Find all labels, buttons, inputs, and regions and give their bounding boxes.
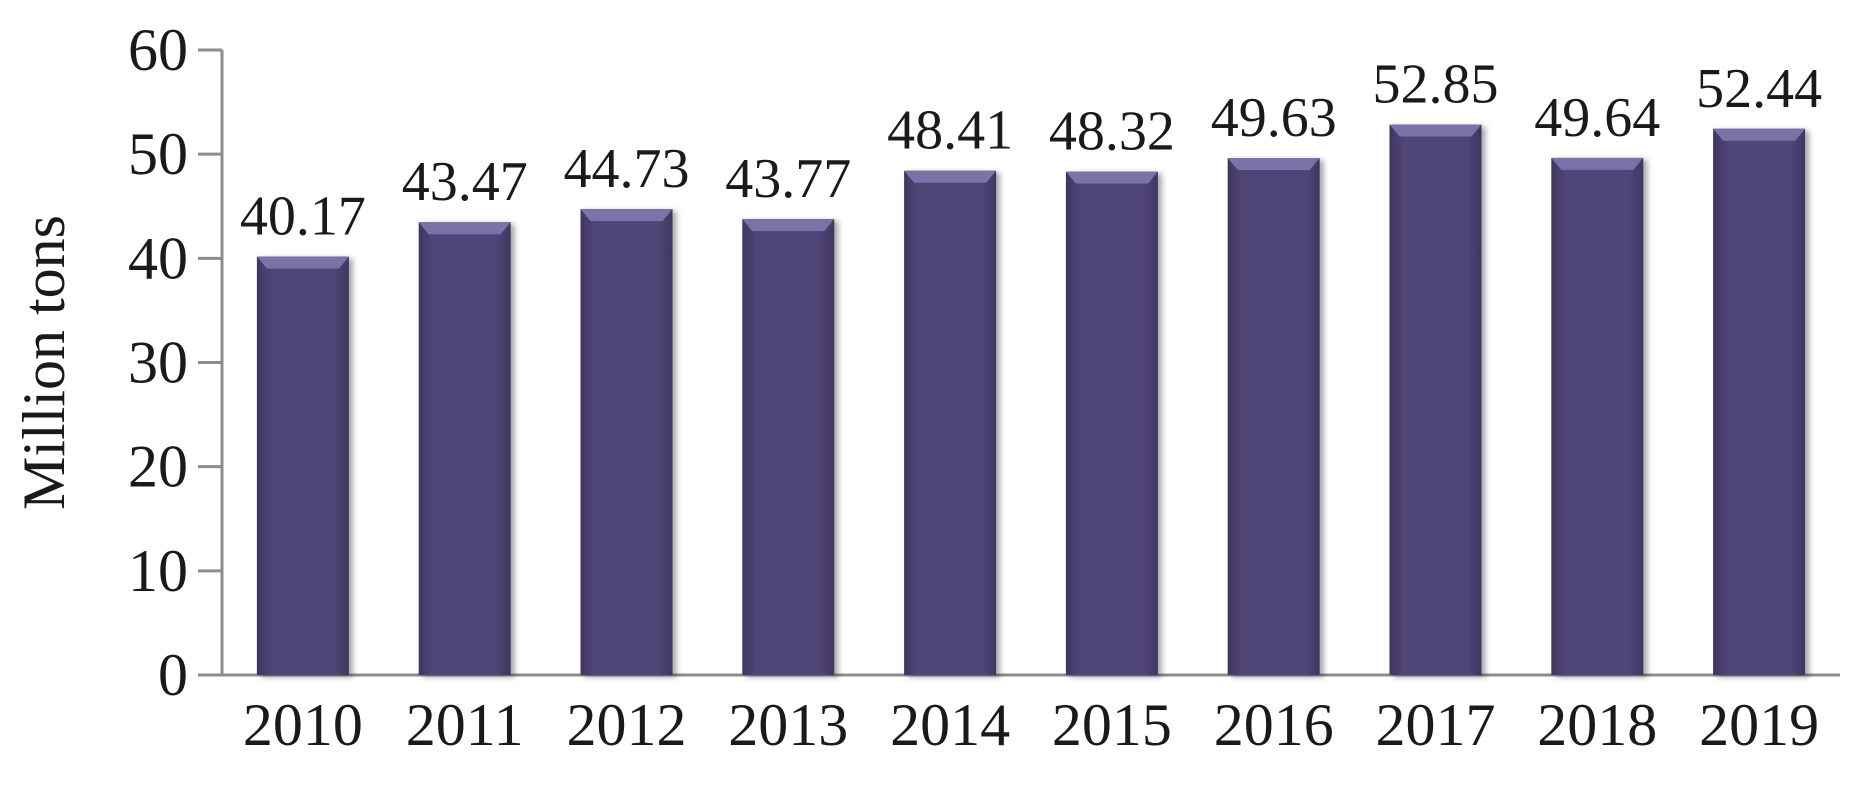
bars	[256, 124, 1806, 676]
bar	[580, 209, 673, 675]
bar	[1389, 124, 1482, 675]
x-tick-label: 2019	[1699, 692, 1819, 758]
data-label: 43.77	[725, 148, 851, 210]
bar-cap	[580, 209, 673, 222]
data-label: 52.44	[1696, 58, 1822, 120]
x-tick-label: 2014	[890, 692, 1010, 758]
labels: 0 10 20 30 40 50 60 40.17 2010 43.47 2011 44.73 2012…	[128, 17, 1822, 758]
data-label: 44.73	[564, 138, 690, 200]
bar-cap	[1065, 171, 1158, 184]
data-label: 48.32	[1049, 101, 1175, 163]
bar-cap	[1713, 128, 1806, 141]
bar-cap	[256, 256, 349, 269]
y-axis-title: Million tons	[11, 215, 77, 510]
data-label: 49.63	[1211, 87, 1337, 149]
bar-group	[1065, 171, 1158, 675]
x-tick-label: 2015	[1052, 692, 1172, 758]
data-label: 40.17	[240, 186, 366, 248]
bar-cap	[742, 219, 835, 232]
y-tick-label: 0	[158, 642, 188, 708]
bar-group	[904, 170, 997, 675]
data-label: 52.85	[1373, 53, 1499, 115]
bar-cap	[1227, 158, 1320, 171]
bar-group	[1227, 158, 1320, 676]
bar-group	[1551, 157, 1644, 675]
bar	[742, 219, 835, 675]
bar	[418, 222, 511, 675]
x-tick-label: 2013	[728, 692, 848, 758]
y-tick-label: 30	[128, 330, 188, 396]
y-tick-label: 50	[128, 121, 188, 187]
x-tick-label: 2011	[406, 692, 524, 758]
bar-group	[742, 219, 835, 675]
data-label: 43.47	[402, 151, 528, 213]
data-label: 49.64	[1534, 87, 1660, 149]
bar	[1065, 171, 1158, 675]
bar-cap	[418, 222, 511, 235]
x-tick-label: 2016	[1214, 692, 1334, 758]
bar	[904, 170, 997, 675]
x-tick-label: 2017	[1376, 692, 1496, 758]
bar	[256, 256, 349, 675]
bar-cap	[1389, 124, 1482, 137]
data-label: 48.41	[887, 100, 1013, 162]
y-tick-label: 40	[128, 225, 188, 291]
bar-cap	[1551, 157, 1644, 170]
bar	[1713, 128, 1806, 675]
x-tick-label: 2012	[567, 692, 687, 758]
x-tick-label: 2010	[243, 692, 363, 758]
y-tick-label: 60	[128, 17, 188, 83]
bar-group	[418, 222, 511, 675]
y-tick-label: 10	[128, 538, 188, 604]
y-tick-label: 20	[128, 434, 188, 500]
bar	[1551, 157, 1644, 675]
bar-group	[1713, 128, 1806, 675]
bar	[1227, 158, 1320, 676]
bar-group	[1389, 124, 1482, 675]
bar-group	[256, 256, 349, 675]
x-tick-label: 2018	[1537, 692, 1657, 758]
bar-group	[580, 209, 673, 675]
bar-cap	[904, 170, 997, 183]
